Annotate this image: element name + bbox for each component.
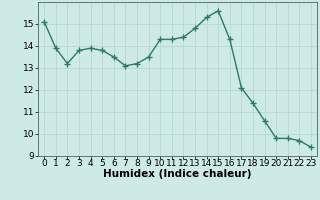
X-axis label: Humidex (Indice chaleur): Humidex (Indice chaleur) [103,169,252,179]
